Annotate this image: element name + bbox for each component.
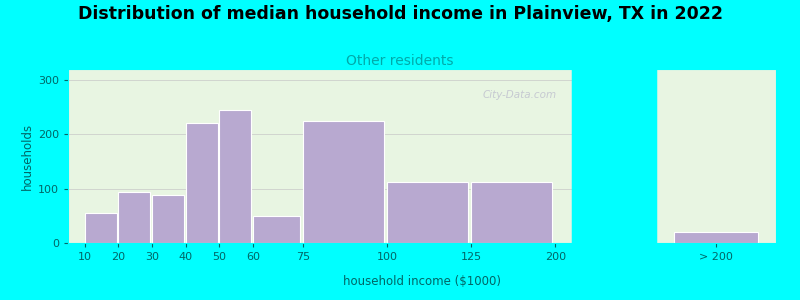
Text: Other residents: Other residents [346, 54, 454, 68]
Text: City-Data.com: City-Data.com [482, 90, 557, 100]
Bar [118, 192, 150, 243]
Bar [186, 123, 218, 243]
Bar [219, 110, 251, 243]
Bar [303, 121, 384, 243]
Text: household income ($1000): household income ($1000) [343, 275, 501, 288]
Bar [674, 232, 758, 243]
Text: Distribution of median household income in Plainview, TX in 2022: Distribution of median household income … [78, 4, 722, 22]
Bar [152, 195, 184, 243]
Bar [387, 182, 468, 243]
Bar [253, 216, 300, 243]
Bar [85, 213, 117, 243]
Y-axis label: households: households [21, 122, 34, 190]
Bar [471, 182, 552, 243]
